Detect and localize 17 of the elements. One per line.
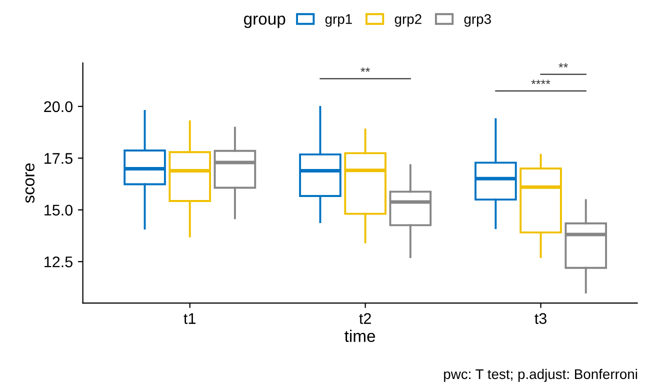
y-tick-label: 15.0 <box>44 204 73 216</box>
x-tick-label: t3 <box>534 313 546 324</box>
legend-title: group <box>244 16 286 28</box>
text: pwc: T test; p.adjust: Bonferroni <box>444 368 638 382</box>
annotation: ** <box>360 67 370 72</box>
x-axis-title: time <box>344 330 376 342</box>
x-tick-label: t1 <box>184 313 196 324</box>
y-tick-label: 12.5 <box>44 256 72 268</box>
y-tick-label: 20.0 <box>44 101 73 112</box>
annotation: ** <box>558 63 568 68</box>
legend-label: grp3 <box>464 14 491 27</box>
legend-label: grp1 <box>325 14 352 27</box>
y-tick-label: 17.5 <box>44 153 72 164</box>
x-tick-label: t2 <box>359 313 371 324</box>
annotation: **** <box>531 80 550 84</box>
legend-label: grp2 <box>394 14 422 27</box>
y-axis-title: score <box>25 163 35 203</box>
